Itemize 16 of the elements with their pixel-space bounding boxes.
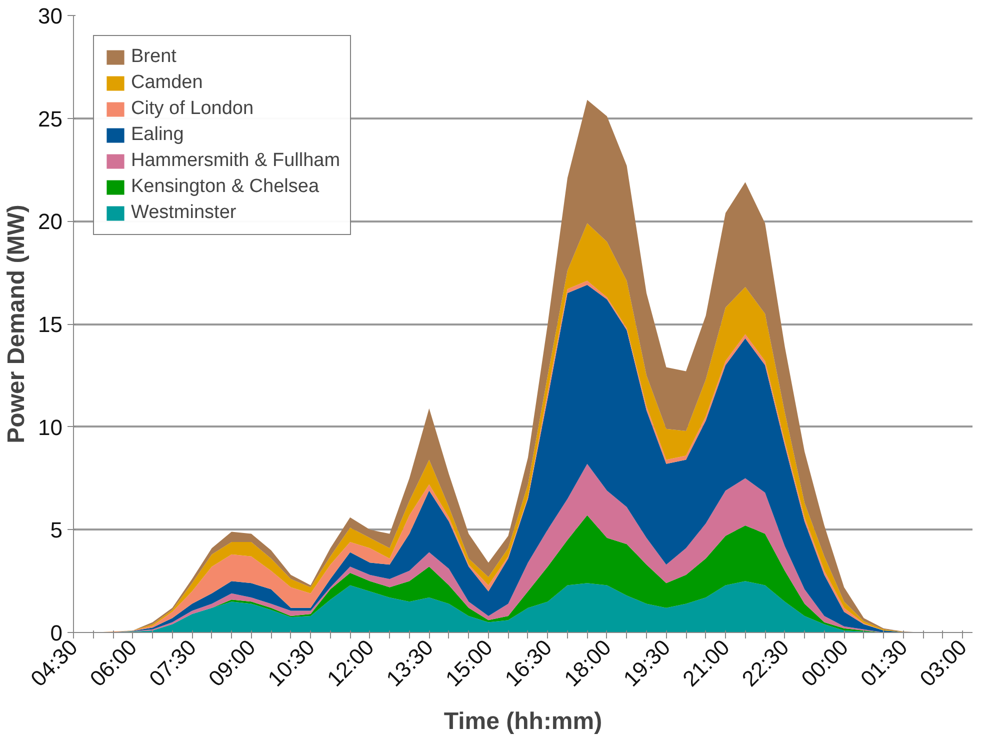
- y-tick-label: 30: [38, 4, 63, 28]
- legend-label: Westminster: [131, 202, 236, 224]
- legend-label: Kensington & Chelsea: [131, 176, 320, 198]
- legend-label: Ealing: [131, 124, 184, 146]
- x-axis-title: Time (hh:mm): [444, 708, 602, 736]
- y-tick-label: 25: [38, 106, 63, 132]
- legend-label: Camden: [131, 72, 203, 94]
- legend-label: Hammersmith & Fullham: [131, 150, 340, 172]
- y-tick-label: 5: [50, 518, 63, 543]
- legend-label: City of London: [131, 98, 254, 120]
- y-tick-label: 20: [38, 209, 63, 234]
- legend-label: Brent: [131, 46, 176, 68]
- y-tick-label: 0: [50, 620, 63, 646]
- y-tick-label: 10: [38, 414, 63, 440]
- y-axis-title: Power Demand (MW): [3, 204, 30, 444]
- y-tick-label: 15: [38, 312, 63, 337]
